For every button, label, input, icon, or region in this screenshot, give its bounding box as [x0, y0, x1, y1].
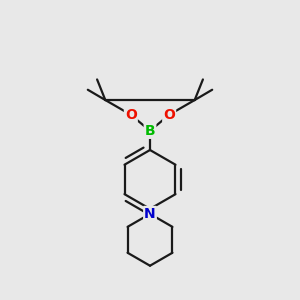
- Text: O: O: [163, 108, 175, 122]
- Text: O: O: [125, 108, 137, 122]
- Text: N: N: [144, 207, 156, 221]
- Text: B: B: [145, 124, 155, 138]
